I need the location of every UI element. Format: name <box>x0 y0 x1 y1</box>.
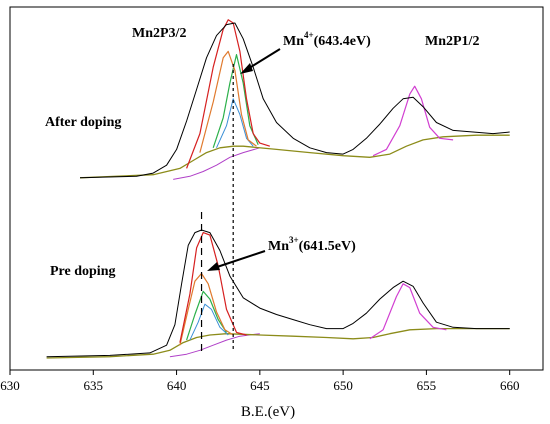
mn3-prefix: Mn <box>268 239 289 254</box>
x-tick-label-645: 645 <box>250 378 270 393</box>
arrow-mn3 <box>207 250 266 271</box>
label-mn4: Mn4+(643.4eV) <box>283 30 371 49</box>
x-tick-label-650: 650 <box>333 378 353 393</box>
arrow-mn4 <box>240 48 281 74</box>
label-after-doping: After doping <box>45 115 121 130</box>
series-shirley-pre <box>169 333 260 358</box>
mn4-prefix: Mn <box>283 34 304 49</box>
mn3-superscript: 3+ <box>289 235 299 245</box>
series-p12-after <box>372 85 454 157</box>
series-raw-pre <box>46 229 510 358</box>
label-mn2p12: Mn2P1/2 <box>425 34 479 49</box>
series-background-pre <box>46 327 510 359</box>
panel-after <box>79 19 510 180</box>
series-component-a-after <box>199 50 257 153</box>
label-mn3: Mn3+(641.5eV) <box>268 235 356 254</box>
plot-frame <box>9 6 544 371</box>
mn4-superscript: 4+ <box>304 30 314 40</box>
series-background-after <box>79 134 510 179</box>
series-component-c-pre <box>189 303 229 341</box>
series-shirley-after <box>173 147 260 180</box>
x-tick-label-630: 630 <box>0 378 20 393</box>
x-axis-title: B.E.(eV) <box>241 404 295 420</box>
x-axis: 630 635 640 645 650 655 660 <box>0 370 519 393</box>
series-component-b-after <box>212 53 259 148</box>
spectra-layer <box>46 19 510 359</box>
label-pre-doping: Pre doping <box>50 264 115 279</box>
mn3-suffix: (641.5eV) <box>299 239 356 254</box>
x-tick-label-635: 635 <box>84 378 104 393</box>
label-mn2p32: Mn2P3/2 <box>132 26 186 41</box>
series-component-a-pre <box>179 272 234 346</box>
series-raw-after <box>79 22 510 179</box>
mn4-suffix: (643.4eV) <box>314 34 371 49</box>
x-tick-label-660: 660 <box>500 378 520 393</box>
x-tick-label-640: 640 <box>167 378 187 393</box>
reference-lines <box>200 64 234 356</box>
series-p12-pre <box>369 283 447 340</box>
x-tick-label-655: 655 <box>417 378 437 393</box>
annotations: Mn2P3/2 Mn2P1/2 After doping Pre doping … <box>45 26 479 279</box>
series-component-b-pre <box>186 290 228 341</box>
